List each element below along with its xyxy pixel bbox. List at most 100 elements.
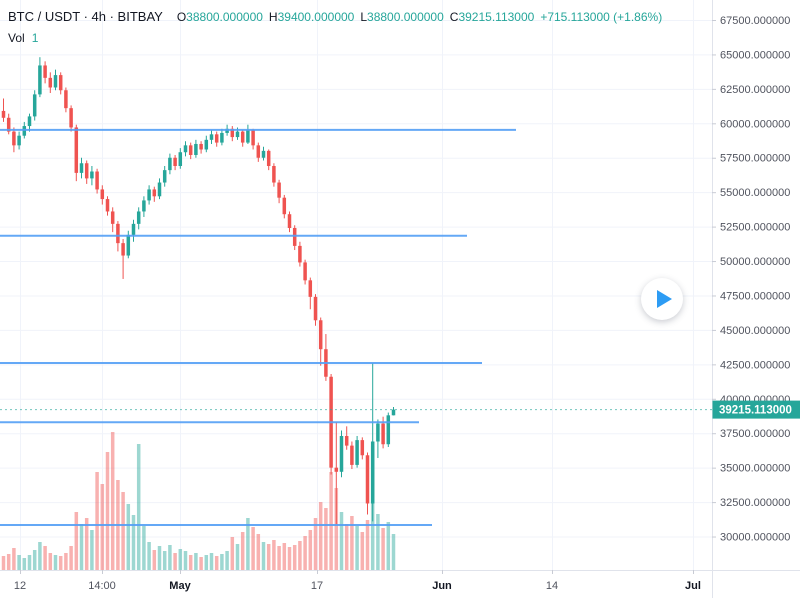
price-tick-label[interactable]: 55000.000000 bbox=[720, 187, 790, 199]
price-tick-label[interactable]: 57500.000000 bbox=[720, 153, 790, 165]
candle-body bbox=[188, 145, 193, 155]
price-tick-label[interactable]: 37500.000000 bbox=[720, 428, 790, 440]
volume-bar bbox=[339, 512, 344, 570]
candle-body bbox=[126, 234, 131, 256]
price-tick-label[interactable]: 52500.000000 bbox=[720, 222, 790, 234]
candle-body bbox=[58, 75, 63, 91]
high-label: H bbox=[268, 10, 278, 24]
candle-body bbox=[194, 143, 198, 155]
candle-body bbox=[199, 143, 203, 150]
time-tick-label[interactable]: 12 bbox=[14, 580, 26, 592]
candle-body bbox=[214, 134, 219, 143]
time-tick-label[interactable]: Jul bbox=[685, 580, 701, 592]
volume-bar bbox=[246, 518, 250, 570]
candle-body bbox=[48, 77, 53, 88]
chart-legend: BTC / USDT · 4h · BITBAY O38800.000000 H39… bbox=[8, 8, 662, 45]
volume-bar bbox=[376, 514, 380, 570]
candle-body bbox=[38, 65, 42, 95]
candle-body bbox=[376, 423, 380, 442]
time-tick-label[interactable]: 14:00 bbox=[88, 580, 116, 592]
volume-bar bbox=[199, 557, 203, 570]
close-value: 39215.113000 bbox=[458, 10, 535, 24]
price-tick-label[interactable]: 50000.000000 bbox=[720, 256, 790, 268]
volume-bar bbox=[272, 540, 276, 570]
price-tick-label[interactable]: 45000.000000 bbox=[720, 325, 790, 337]
volume-bar bbox=[162, 551, 167, 570]
candle-body bbox=[142, 200, 146, 212]
volume-bar bbox=[360, 532, 365, 570]
candle-body bbox=[251, 130, 255, 146]
candle-body bbox=[100, 189, 105, 200]
candle-body bbox=[136, 211, 141, 224]
symbol-title[interactable]: BTC / USDT · 4h · BITBAY bbox=[8, 9, 163, 24]
candle-body bbox=[261, 150, 266, 158]
open-label: O bbox=[176, 10, 187, 24]
time-tick-label[interactable]: May bbox=[169, 580, 191, 592]
play-icon bbox=[657, 290, 672, 308]
volume-bar bbox=[131, 515, 136, 570]
low-label: L bbox=[360, 10, 368, 24]
play-button[interactable] bbox=[641, 278, 683, 320]
candle-body bbox=[90, 171, 94, 179]
candle-body bbox=[209, 134, 214, 140]
price-tick-label[interactable]: 60000.000000 bbox=[720, 118, 790, 130]
volume-bar bbox=[214, 556, 219, 570]
price-tick-label[interactable]: 35000.000000 bbox=[720, 463, 790, 475]
volume-bar bbox=[157, 546, 162, 570]
price-tick-label[interactable]: 47500.000000 bbox=[720, 290, 790, 302]
candle-body bbox=[147, 189, 151, 201]
high-value: 39400.000000 bbox=[277, 10, 355, 24]
volume-bar bbox=[391, 534, 396, 570]
volume-bar bbox=[48, 553, 53, 570]
candle-body bbox=[162, 170, 167, 183]
candle-body bbox=[173, 157, 177, 167]
candle-body bbox=[64, 90, 68, 109]
candle-body bbox=[168, 157, 172, 171]
time-tick-label[interactable]: 14 bbox=[546, 580, 558, 592]
candle-body bbox=[6, 117, 11, 132]
volume-bar bbox=[126, 504, 131, 570]
volume-bar bbox=[1, 556, 6, 570]
price-tick-label[interactable]: 67500.000000 bbox=[720, 15, 790, 27]
price-tick-label[interactable]: 65000.000000 bbox=[720, 49, 790, 61]
current-price-label bbox=[712, 400, 800, 419]
volume-bar bbox=[12, 548, 16, 570]
volume-bar bbox=[240, 532, 245, 570]
candle-body bbox=[318, 320, 323, 350]
candle-body bbox=[266, 150, 271, 167]
volume-value: 1 bbox=[31, 31, 39, 45]
price-tick-label[interactable]: 32500.000000 bbox=[720, 497, 790, 509]
candle-body bbox=[95, 171, 99, 190]
price-tick-label[interactable]: 30000.000000 bbox=[720, 532, 790, 544]
candle-body bbox=[131, 223, 136, 235]
candle-body bbox=[240, 131, 245, 143]
volume-bar bbox=[64, 553, 68, 570]
volume-bar bbox=[43, 546, 47, 570]
time-tick-label[interactable]: 17 bbox=[311, 580, 323, 592]
volume-bar bbox=[324, 508, 328, 570]
price-tick-label[interactable]: 42500.000000 bbox=[720, 359, 790, 371]
volume-bar bbox=[188, 555, 193, 570]
volume-bar bbox=[178, 549, 183, 570]
candle-body bbox=[152, 189, 157, 197]
candle-body bbox=[1, 110, 6, 118]
candle-body bbox=[381, 423, 385, 445]
volume-bar bbox=[27, 555, 32, 570]
candle-body bbox=[282, 197, 287, 215]
candle-body bbox=[121, 243, 125, 256]
volume-bar bbox=[142, 526, 146, 570]
time-tick-label[interactable]: Jun bbox=[432, 580, 452, 592]
volume-bar bbox=[220, 554, 224, 570]
volume-bar bbox=[74, 512, 79, 570]
candle-body bbox=[235, 131, 240, 138]
candle-body bbox=[110, 211, 115, 224]
volume-bar bbox=[209, 553, 214, 570]
candle-body bbox=[308, 280, 313, 297]
volume-bar bbox=[58, 556, 63, 570]
price-tick-label[interactable]: 62500.000000 bbox=[720, 84, 790, 96]
volume-bar bbox=[17, 555, 21, 570]
candle-body bbox=[313, 296, 318, 321]
volume-bar bbox=[287, 547, 292, 570]
